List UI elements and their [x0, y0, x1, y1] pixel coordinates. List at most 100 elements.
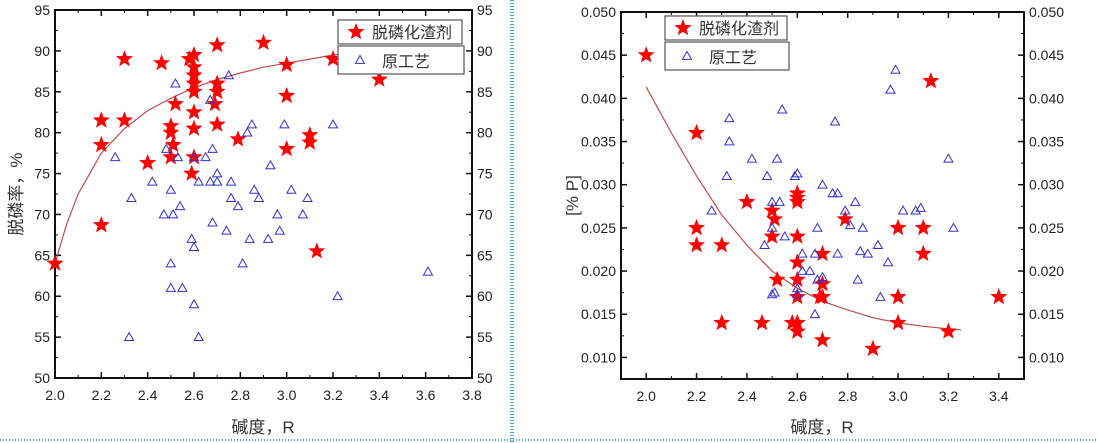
triangle-point [200, 151, 211, 162]
triangle-point [193, 176, 204, 186]
star-point [185, 46, 203, 63]
y-tick-label: 50 [34, 370, 50, 386]
triangle-point [327, 118, 339, 129]
triangle-point [897, 205, 909, 215]
triangle-point [832, 187, 843, 198]
star-point [185, 148, 203, 165]
y-tick-label: 85 [34, 84, 50, 100]
star-point [162, 123, 180, 140]
star-point [813, 331, 832, 348]
triangle-point [844, 219, 856, 230]
triangle-point [285, 184, 297, 194]
triangle-point [875, 291, 886, 301]
star-point [162, 148, 180, 165]
star-point [788, 227, 806, 244]
triangle-point [829, 116, 841, 126]
star-point [180, 50, 198, 67]
star-point [889, 218, 907, 236]
y-axis-label: 脱磷率，% [7, 152, 26, 235]
star-point [763, 227, 781, 244]
triangle-point [723, 136, 735, 146]
star-point [768, 270, 786, 287]
triangle-point [211, 176, 223, 186]
triangle-point [915, 202, 927, 212]
star-point [889, 288, 907, 305]
triangle-point [862, 248, 874, 258]
star-point [922, 72, 940, 89]
y-tick-label-right: 50 [477, 370, 493, 386]
triangle-point [272, 208, 283, 219]
x-tick-label: 2.2 [687, 388, 707, 404]
x-tick-label: 2.8 [838, 388, 858, 404]
star-point [370, 70, 388, 87]
star-point [788, 253, 806, 270]
star-point [688, 123, 706, 141]
fit-curve [54, 51, 357, 264]
y-tick-label: 0.015 [581, 306, 616, 322]
y-tick-label: 55 [34, 329, 50, 345]
triangle-point [769, 287, 781, 297]
triangle-point [791, 167, 803, 178]
triangle-point [160, 143, 172, 153]
triangle-point [223, 69, 235, 80]
triangle-point [188, 241, 200, 252]
y-tick-label-right: 0.040 [1029, 90, 1064, 106]
y-tick-label-right: 0.020 [1029, 263, 1064, 279]
triangle-point [723, 112, 735, 123]
triangle-point [796, 265, 808, 275]
triangle-point [885, 84, 896, 94]
triangle-point [857, 222, 869, 232]
x-tick-label: 2.4 [737, 388, 757, 404]
star-point [788, 193, 806, 210]
star-point [788, 288, 806, 305]
x-axis-label: 碱度，R [790, 418, 853, 437]
triangle-point [232, 200, 244, 211]
triangle-point [849, 196, 861, 206]
triangle-point [174, 200, 186, 211]
triangle-point [766, 196, 778, 206]
star-point [185, 103, 203, 120]
star-point [889, 313, 907, 331]
star-point [164, 135, 182, 153]
star-point [115, 111, 134, 128]
star-point [836, 210, 854, 227]
triangle-point [761, 170, 773, 180]
y-tick-label: 95 [34, 2, 50, 18]
y-tick-label: 0.030 [581, 177, 616, 193]
star-point [166, 95, 184, 112]
triangle-point [422, 266, 434, 276]
y-tick-label: 65 [34, 247, 50, 263]
star-point [185, 74, 203, 91]
triangle-point [890, 64, 901, 74]
y-tick-label-right: 0.025 [1029, 220, 1064, 236]
triangle-point [796, 248, 808, 258]
legend-triangle-icon [681, 50, 693, 60]
triangle-point [852, 274, 864, 284]
triangle-point [812, 222, 823, 232]
star-point [914, 244, 932, 262]
star-point [688, 236, 706, 253]
x-tick-label: 2.8 [231, 387, 251, 403]
y-tick-label: 70 [34, 206, 50, 222]
star-point [813, 244, 832, 262]
triangle-point [817, 179, 828, 189]
triangle-point [297, 208, 309, 219]
star-point [208, 74, 226, 91]
star-point [229, 130, 247, 147]
star-point [46, 254, 64, 271]
triangle-point [791, 288, 803, 299]
star-point [92, 216, 110, 233]
y-tick-label-right: 70 [477, 206, 493, 222]
star-point [637, 46, 655, 63]
triangle-point [146, 176, 158, 186]
star-point [301, 133, 319, 150]
y-tick-label-right: 90 [477, 43, 493, 59]
triangle-point [809, 248, 821, 258]
x-tick-label: 2.6 [788, 388, 808, 404]
legend-box-2 [664, 41, 790, 71]
y-tick-label: 0.040 [581, 90, 616, 106]
triangle-point [766, 288, 778, 299]
triangle-point [721, 170, 733, 180]
star-point [153, 54, 171, 71]
